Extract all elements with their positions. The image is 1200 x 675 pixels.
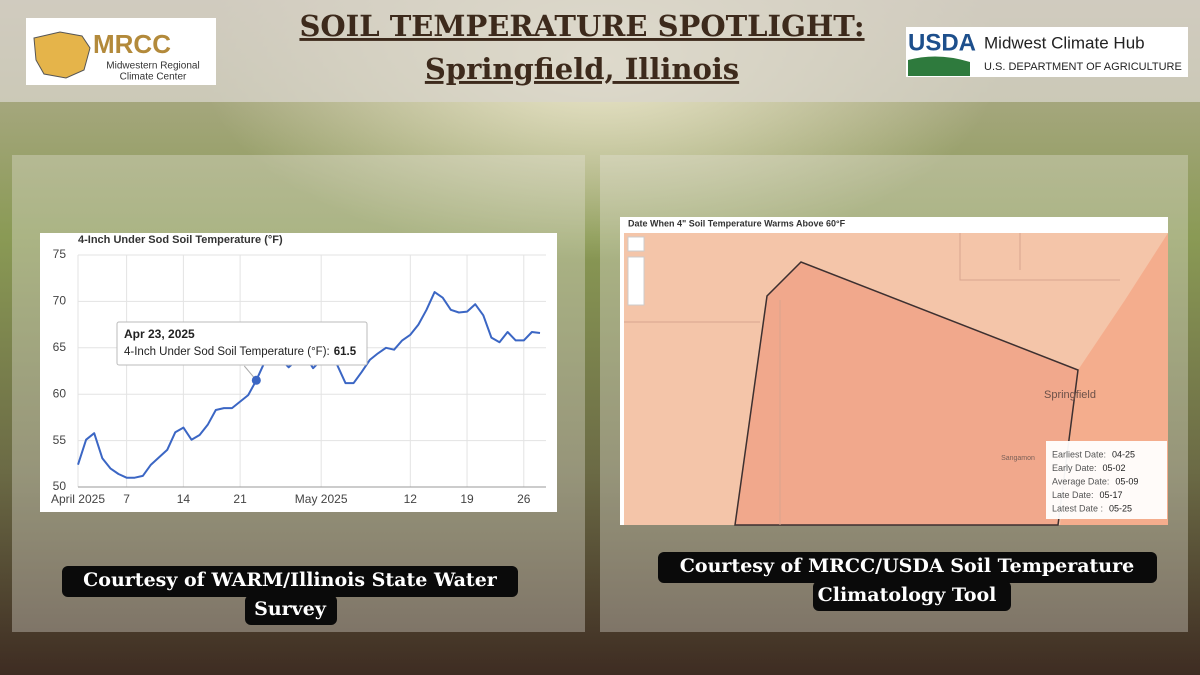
caption-bg <box>813 581 1011 611</box>
title-line: Springfield, Illinois <box>425 52 739 86</box>
legend-date: 05-25 <box>1109 503 1132 513</box>
x-tick-label: 26 <box>517 492 531 506</box>
legend-date: 05-02 <box>1103 463 1126 473</box>
caption: Climatology Tool <box>818 584 997 606</box>
chart-title: 4-Inch Under Sod Soil Temperature (°F) <box>78 234 283 246</box>
x-tick-label: 14 <box>177 492 191 506</box>
caption: Courtesy of MRCC/USDA Soil Temperature <box>680 555 1134 577</box>
tooltip-value: 61.5 <box>334 346 357 358</box>
x-tick-label: 12 <box>404 492 418 506</box>
logo-subtext: Midwestern Regional <box>106 61 199 72</box>
caption-bg <box>245 595 337 625</box>
legend-label: Average Date: <box>1052 476 1109 486</box>
logo-map <box>33 31 91 79</box>
legend-date: 05-17 <box>1100 490 1123 500</box>
map-county-label: Sangamon <box>1001 455 1035 462</box>
title-line: SOIL TEMPERATURE SPOTLIGHT: <box>299 9 864 43</box>
caption-bg <box>658 552 1157 583</box>
chart-card <box>40 233 557 512</box>
map-legend <box>1046 441 1167 519</box>
x-tick-label: April 2025 <box>51 492 105 506</box>
y-tick-label: 50 <box>53 479 67 493</box>
caption: Courtesy of WARM/Illinois State Water <box>83 569 498 591</box>
chart: 50 55 60 65 70 75 April 2025 7 14 21 May 2025 12 19 2… <box>51 247 546 506</box>
map-title: Date When 4" Soil Temperature Warms Abov… <box>628 218 846 228</box>
y-tick-label: 70 <box>53 294 67 308</box>
logo-subtext: U.S. DEPARTMENT OF AGRICULTURE <box>984 61 1182 73</box>
legend: Earliest Date: 04-25 Early Date: 05-02 Avera… <box>1052 449 1138 513</box>
county-outline <box>734 261 1079 526</box>
tooltip-date: Apr 23, 2025 <box>124 327 195 341</box>
map-city-label: Springfield <box>1044 389 1096 401</box>
map-road <box>624 233 1120 525</box>
map-controls[interactable] <box>627 256 645 306</box>
map-button[interactable] <box>627 236 645 252</box>
logo-subtext: Climate Center <box>120 72 187 83</box>
legend-label: Latest Date : <box>1052 503 1103 513</box>
x-tick-label: 21 <box>233 492 247 506</box>
legend-label: Late Date: <box>1052 490 1094 500</box>
legend-date: 05-09 <box>1115 476 1138 486</box>
x-tick-label: 19 <box>460 492 474 506</box>
caption-bg <box>62 566 518 597</box>
tooltip-label: 4-Inch Under Sod Soil Temperature (°F): <box>124 346 330 358</box>
caption: Survey <box>254 598 327 620</box>
x-tick-label: 7 <box>123 492 130 506</box>
logo-swoosh <box>908 56 970 76</box>
tooltip-point <box>251 375 261 385</box>
y-tick-label: 65 <box>53 340 67 354</box>
logo-subtext: Midwest Climate Hub <box>984 33 1145 52</box>
y-tick-label: 55 <box>53 433 67 447</box>
logo-text: MRCC <box>93 29 171 59</box>
y-tick-label: 75 <box>53 247 67 261</box>
y-tick-label: 60 <box>53 386 67 400</box>
legend-label: Early Date: <box>1052 463 1097 473</box>
logo-text: USDA <box>908 29 976 56</box>
x-tick-label: May 2025 <box>295 492 348 506</box>
tooltip-box <box>116 321 368 366</box>
legend-label: Earliest Date: <box>1052 449 1106 459</box>
legend-date: 04-25 <box>1112 449 1135 459</box>
